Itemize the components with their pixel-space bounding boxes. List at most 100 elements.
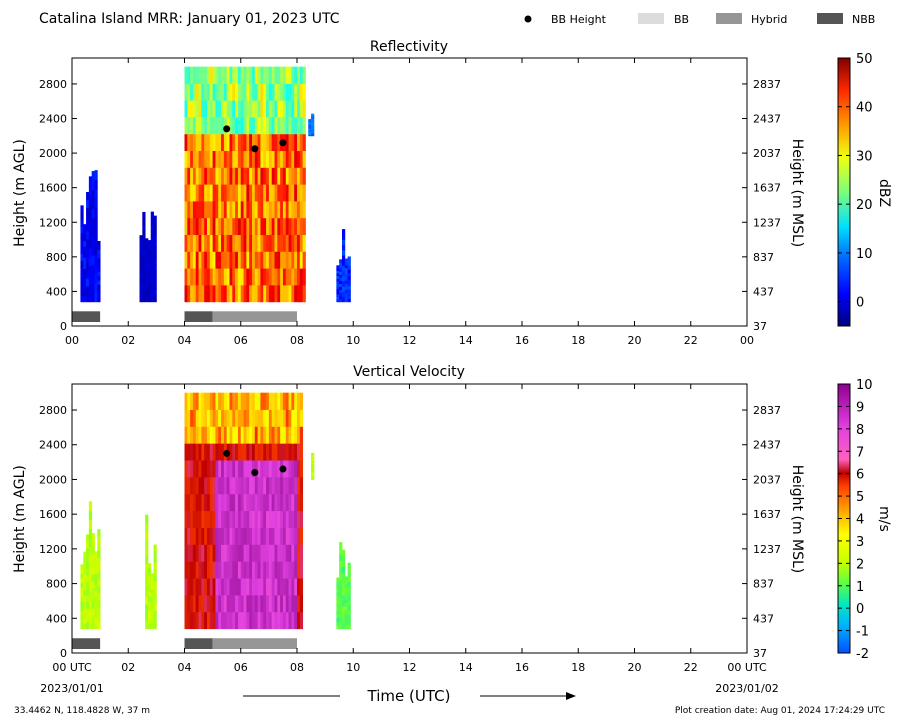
echo-cell <box>184 234 188 252</box>
echo-cell <box>195 527 199 545</box>
echo-cell <box>294 201 298 219</box>
echo-cell <box>291 493 295 512</box>
echo-cell <box>150 288 154 296</box>
echo-cell <box>139 282 143 288</box>
echo-cell <box>150 573 154 578</box>
echo-cell <box>145 530 149 540</box>
echo-cell <box>83 562 87 569</box>
echo-cell <box>249 66 253 84</box>
colorbar-tick-label: -1 <box>856 625 869 640</box>
echo-cell <box>201 578 205 596</box>
echo-cell <box>198 83 202 101</box>
echo-cell <box>218 117 222 135</box>
echo-cell <box>80 246 84 254</box>
echo-cell <box>142 250 146 258</box>
echo-cell <box>201 544 205 562</box>
echo-cell <box>237 527 242 545</box>
echo-cell <box>263 184 267 202</box>
echo-cell <box>91 567 95 575</box>
echo-cell <box>209 476 214 495</box>
echo-cell <box>288 284 292 303</box>
echo-cell <box>195 100 199 118</box>
echo-cell <box>204 234 208 252</box>
echo-cell <box>198 527 202 545</box>
echo-cell <box>88 248 93 258</box>
echo-cell <box>237 251 242 269</box>
echo-cell <box>246 284 250 303</box>
echo-cell <box>339 579 343 586</box>
echo-cell <box>223 426 228 444</box>
echo-cell <box>201 443 205 461</box>
echo-cell <box>294 527 298 545</box>
echo-cell <box>282 426 287 444</box>
echo-cell <box>232 234 236 252</box>
echo-cell <box>192 150 197 168</box>
echo-cell <box>280 392 284 410</box>
echo-cell <box>266 66 270 84</box>
echo-cell <box>91 273 95 284</box>
echo-cell <box>257 561 261 579</box>
echo-region <box>311 452 315 480</box>
echo-cell <box>271 284 275 303</box>
echo-cell <box>97 293 101 298</box>
echo-cell <box>336 265 340 269</box>
echo-cell <box>243 251 247 269</box>
echo-cell <box>240 594 244 613</box>
echo-cell <box>294 594 298 613</box>
echo-cell <box>299 234 304 252</box>
echo-cell <box>83 229 87 236</box>
echo-cell <box>297 117 301 135</box>
echo-cell <box>263 409 267 427</box>
echo-cell <box>209 184 214 202</box>
echo-cell <box>91 236 95 247</box>
echo-cell <box>252 268 256 286</box>
echo-cell <box>249 201 253 219</box>
echo-cell <box>240 66 244 84</box>
echo-cell <box>94 612 98 619</box>
echo-cell <box>184 493 188 512</box>
echo-cell <box>254 83 259 101</box>
echo-cell <box>280 611 284 630</box>
x-tick-label: 04 <box>178 334 192 347</box>
echo-cell <box>266 284 270 303</box>
echo-cell <box>226 493 230 512</box>
echo-cell <box>91 208 95 219</box>
echo-cell <box>235 184 239 202</box>
station-location: 33.4462 N, 118.4828 W, 37 m <box>14 706 150 716</box>
y-tick-right-label: 2837 <box>753 404 781 417</box>
echo-cell <box>212 443 216 461</box>
echo-cell <box>280 510 284 528</box>
echo-cell <box>257 476 261 495</box>
echo-cell <box>142 224 146 232</box>
bb-height-point <box>223 125 231 133</box>
echo-cell <box>302 268 306 286</box>
echo-cell <box>83 235 87 242</box>
echo-cell <box>97 275 101 281</box>
echo-cell <box>252 594 256 613</box>
echo-cell <box>221 100 225 118</box>
echo-cell <box>198 117 202 135</box>
echo-cell <box>198 460 202 478</box>
echo-cell <box>150 600 154 606</box>
echo-cell <box>235 493 239 512</box>
echo-cell <box>215 493 219 512</box>
echo-cell <box>229 150 233 168</box>
echo-cell <box>187 201 191 219</box>
echo-cell <box>240 133 244 152</box>
echo-cell <box>288 578 292 596</box>
echo-cell <box>291 392 295 410</box>
echo-cell <box>184 594 188 613</box>
echo-cell <box>190 527 194 545</box>
echo-cell <box>280 217 284 236</box>
echo-cell <box>94 617 98 624</box>
colorbar-tick-label: 3 <box>856 535 864 550</box>
echo-cell <box>190 460 194 478</box>
echo-cell <box>218 426 222 444</box>
echo-cell <box>83 257 87 264</box>
echo-cell <box>299 426 304 444</box>
echo-cell <box>249 117 253 135</box>
echo-cell <box>209 527 214 545</box>
echo-cell <box>86 574 90 582</box>
echo-cell <box>218 100 222 118</box>
echo-cell <box>271 510 275 528</box>
